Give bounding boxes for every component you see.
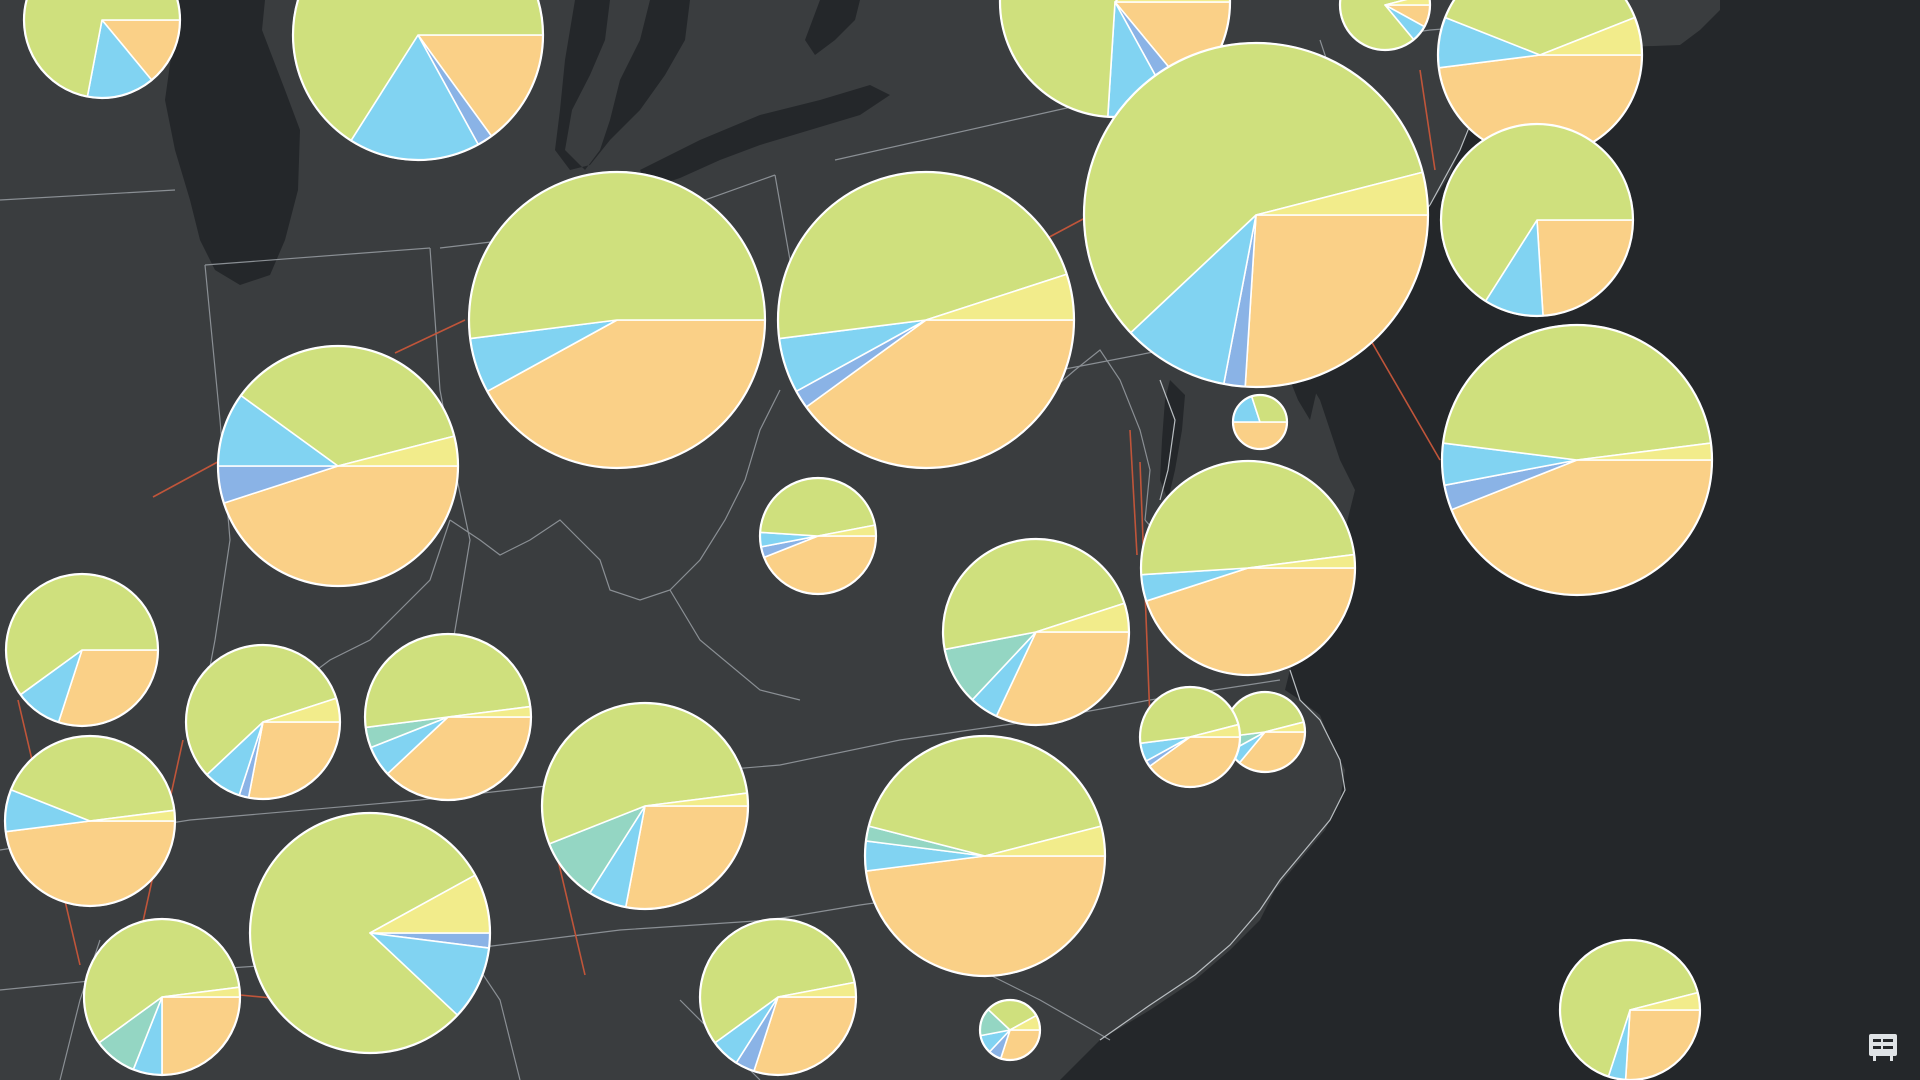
pie-chart[interactable] [82,917,242,1077]
pie-chart[interactable] [22,0,182,100]
pie-outline [248,811,492,1055]
pie-chart[interactable] [1138,685,1242,789]
pie-chart[interactable] [1338,0,1432,52]
leader-line [152,457,226,498]
pie-outline [82,917,242,1077]
pie-chart[interactable] [978,998,1042,1062]
pie-chart[interactable] [4,572,160,728]
pie-outline [863,734,1107,978]
pie-chart[interactable] [363,632,533,802]
pie-chart[interactable] [291,0,545,162]
pie-chart[interactable] [698,917,858,1077]
legend-button[interactable] [1862,1028,1904,1066]
leader-line [239,994,273,999]
pie-outline [1231,393,1289,451]
pie-chart[interactable] [998,0,1232,119]
pie-outline [291,0,545,162]
pie-chart[interactable] [1440,323,1714,597]
pie-chart[interactable] [941,537,1131,727]
pie-outline [1558,938,1702,1080]
pie-chart[interactable] [540,701,750,911]
lake-michigan [165,0,300,285]
pie-chart[interactable] [248,811,492,1055]
pie-outline [363,632,533,802]
pie-outline [216,344,460,588]
pie-chart[interactable] [216,344,460,588]
pie-chart-layer[interactable] [3,0,1714,1080]
pie-chart[interactable] [3,734,177,908]
pie-outline [1138,685,1242,789]
pie-outline [776,170,1076,470]
pie-outline [22,0,182,100]
pie-chart[interactable] [1558,938,1702,1080]
pie-outline [540,701,750,911]
pie-outline [3,734,177,908]
pie-outline [1338,0,1432,52]
leader-line [394,319,466,354]
legend-icon [1869,1034,1897,1061]
pie-outline [941,537,1131,727]
pie-outline [1139,459,1357,677]
leader-line [1419,69,1436,171]
pie-chart[interactable] [758,476,878,596]
pie-outline [4,572,160,728]
lake-erie [640,85,890,188]
pie-chart[interactable] [1139,459,1357,677]
lake-ontario [805,0,860,55]
lake-huron [555,0,690,170]
pie-chart[interactable] [1231,393,1289,451]
pie-chart[interactable] [1082,41,1430,389]
pie-slice-green[interactable] [1444,0,1636,56]
leader-line [557,859,586,976]
pie-chart[interactable] [1436,0,1644,159]
pie-slice-yellow[interactable] [1114,0,1231,3]
leader-line [1129,429,1138,556]
pie-chart[interactable] [467,170,767,470]
pie-outline [978,998,1042,1062]
pie-outline [184,643,342,801]
pie-outline [1440,323,1714,597]
pie-outline [1439,122,1635,318]
pie-outline [467,170,767,470]
pie-chart[interactable] [776,170,1076,470]
pie-chart[interactable] [184,643,342,801]
pie-chart[interactable] [1439,122,1635,318]
pie-outline [758,476,878,596]
pie-outline [698,917,858,1077]
pie-outline [1082,41,1430,389]
pie-chart[interactable] [863,734,1107,978]
